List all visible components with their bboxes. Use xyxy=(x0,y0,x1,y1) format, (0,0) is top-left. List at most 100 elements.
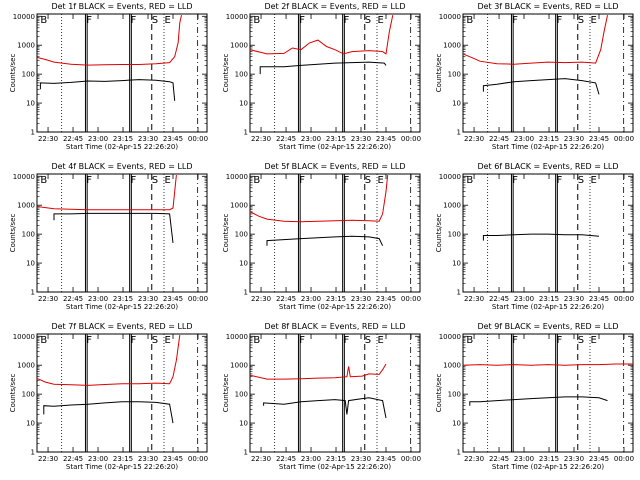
x-tick-label: 23:45 xyxy=(376,295,396,303)
y-tick-label: 100 xyxy=(448,391,461,399)
y-tick-label: 1 xyxy=(31,129,35,137)
marker-S: S xyxy=(578,15,584,26)
x-tick-label: 23:45 xyxy=(163,135,183,143)
y-tick-label: 100 xyxy=(22,71,35,79)
marker-S: S xyxy=(365,335,371,346)
x-tick-label: 23:00 xyxy=(88,135,108,143)
marker-F: F xyxy=(86,175,92,186)
marker-S: S xyxy=(578,335,584,346)
y-tick-label: 10 xyxy=(452,260,461,268)
x-tick-label: 23:30 xyxy=(351,295,371,303)
y-tick-label: 10 xyxy=(26,260,35,268)
x-axis-label: Start Time (02-Apr-15 22:26:20) xyxy=(279,143,391,151)
marker-S: S xyxy=(152,175,158,186)
marker-B: B xyxy=(40,175,47,186)
y-tick-label: 10 xyxy=(239,420,248,428)
marker-F: F xyxy=(344,335,350,346)
y-axis-label: Counts/sec xyxy=(9,214,17,253)
x-tick-label: 00:00 xyxy=(401,455,421,463)
marker-F: F xyxy=(299,175,305,186)
y-tick-label: 1 xyxy=(244,129,248,137)
marker-F: F xyxy=(512,335,518,346)
series-events-line xyxy=(482,233,600,241)
series-lld-line xyxy=(36,335,181,386)
plot-frame xyxy=(249,13,421,133)
y-tick-label: 10000 xyxy=(439,13,461,21)
series-lld-line xyxy=(249,175,389,223)
plot-panel-8: Det 8f BLACK = Events, RED = LLD 1 10 100 10… xyxy=(222,322,421,471)
x-tick-label: 22:45 xyxy=(63,455,83,463)
plot-title: Det 9f BLACK = Events, RED = LLD xyxy=(477,322,618,331)
marker-B: B xyxy=(40,15,47,26)
x-tick-label: 22:30 xyxy=(251,135,271,143)
x-tick-label: 00:00 xyxy=(188,455,208,463)
x-tick-label: 23:00 xyxy=(301,295,321,303)
y-tick-label: 1000 xyxy=(17,202,35,210)
y-axis-label: Counts/sec xyxy=(9,374,17,413)
x-tick-label: 23:30 xyxy=(138,135,158,143)
x-tick-label: 22:45 xyxy=(489,135,509,143)
y-tick-label: 10000 xyxy=(226,333,248,341)
x-axis-label: Start Time (02-Apr-15 22:26:20) xyxy=(492,303,604,311)
x-tick-label: 23:30 xyxy=(138,455,158,463)
x-tick-label: 23:00 xyxy=(88,455,108,463)
plot-frame xyxy=(249,333,421,453)
y-tick-label: 10 xyxy=(452,420,461,428)
x-tick-label: 00:00 xyxy=(614,295,634,303)
plot-frame xyxy=(462,13,634,133)
marker-B: B xyxy=(466,175,473,186)
marker-F: F xyxy=(557,15,563,26)
x-tick-label: 22:45 xyxy=(489,295,509,303)
plot-panel-2: Det 2f BLACK = Events, RED = LLD 1 10 100 10… xyxy=(222,2,421,151)
marker-S: S xyxy=(365,175,371,186)
marker-B: B xyxy=(253,175,260,186)
x-tick-label: 23:30 xyxy=(351,455,371,463)
marker-F: F xyxy=(299,15,305,26)
series-events-line xyxy=(469,396,608,406)
y-tick-label: 10000 xyxy=(226,13,248,21)
y-tick-label: 100 xyxy=(235,391,248,399)
x-tick-label: 23:15 xyxy=(113,295,133,303)
x-tick-label: 22:45 xyxy=(276,295,296,303)
y-axis-label: Counts/sec xyxy=(435,54,443,93)
plot-frame xyxy=(249,173,421,293)
marker-E: E xyxy=(591,335,597,346)
x-tick-label: 00:00 xyxy=(188,135,208,143)
marker-S: S xyxy=(152,15,158,26)
y-tick-label: 1000 xyxy=(443,42,461,50)
y-axis-label: Counts/sec xyxy=(222,374,230,413)
x-tick-label: 22:45 xyxy=(276,135,296,143)
marker-F: F xyxy=(86,335,92,346)
x-axis-label: Start Time (02-Apr-15 22:26:20) xyxy=(66,303,178,311)
plot-frame xyxy=(462,333,634,453)
series-lld-line xyxy=(249,363,387,380)
y-axis-label: Counts/sec xyxy=(9,54,17,93)
y-tick-label: 100 xyxy=(448,231,461,239)
x-tick-label: 22:30 xyxy=(251,455,271,463)
plot-title: Det 6f BLACK = Events, RED = LLD xyxy=(477,162,618,171)
y-axis-label: Counts/sec xyxy=(222,54,230,93)
marker-F: F xyxy=(86,15,92,26)
marker-F: F xyxy=(344,175,350,186)
x-tick-label: 22:45 xyxy=(63,295,83,303)
y-tick-label: 1000 xyxy=(443,362,461,370)
x-tick-label: 23:30 xyxy=(564,455,584,463)
y-tick-label: 10 xyxy=(239,100,248,108)
x-tick-label: 23:00 xyxy=(88,295,108,303)
plot-panel-1: Det 1f BLACK = Events, RED = LLD 1 10 100 10… xyxy=(9,2,208,151)
x-axis-label: Start Time (02-Apr-15 22:26:20) xyxy=(279,303,391,311)
y-tick-label: 1 xyxy=(31,289,35,297)
y-tick-label: 10 xyxy=(239,260,248,268)
x-tick-label: 23:30 xyxy=(564,295,584,303)
y-tick-label: 1000 xyxy=(443,202,461,210)
plot-panel-7: Det 7f BLACK = Events, RED = LLD 1 10 100 10… xyxy=(9,322,208,471)
marker-B: B xyxy=(466,335,473,346)
series-events-line xyxy=(53,212,174,243)
x-tick-label: 22:30 xyxy=(464,135,484,143)
y-tick-label: 10000 xyxy=(439,173,461,181)
marker-S: S xyxy=(152,335,158,346)
series-lld-line xyxy=(462,14,608,65)
plot-frame xyxy=(36,13,208,133)
y-tick-label: 100 xyxy=(235,71,248,79)
